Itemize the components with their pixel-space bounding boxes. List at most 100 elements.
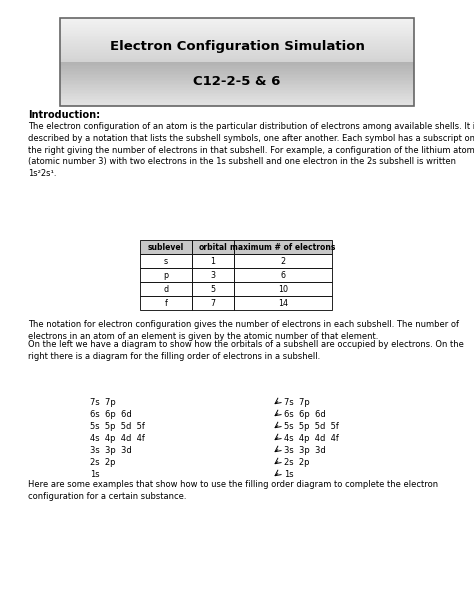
Text: 2: 2 <box>281 256 285 265</box>
Text: 6: 6 <box>281 270 285 280</box>
Bar <box>192 254 234 268</box>
Bar <box>60 25 414 27</box>
Bar <box>60 96 414 97</box>
Bar <box>60 20 414 21</box>
Bar <box>60 81 414 83</box>
Bar <box>60 49 414 50</box>
Bar <box>192 296 234 310</box>
Bar <box>60 59 414 61</box>
Bar <box>60 23 414 24</box>
Bar <box>60 94 414 96</box>
Bar <box>60 93 414 94</box>
Bar <box>60 97 414 99</box>
Bar <box>234 268 332 282</box>
Bar <box>140 240 192 254</box>
Text: The notation for electron configuration gives the number of electrons in each su: The notation for electron configuration … <box>28 320 459 341</box>
Bar <box>140 296 192 310</box>
Text: d: d <box>164 284 169 294</box>
Bar <box>60 62 414 64</box>
Text: 4s  4p  4d  4f: 4s 4p 4d 4f <box>90 434 145 443</box>
Text: 1s: 1s <box>90 470 100 479</box>
Text: s: s <box>164 256 168 265</box>
Bar <box>140 268 192 282</box>
Bar <box>60 55 414 56</box>
Bar <box>60 103 414 105</box>
Bar <box>60 74 414 75</box>
Bar <box>60 99 414 100</box>
Text: 1: 1 <box>210 256 216 265</box>
Bar <box>60 80 414 81</box>
Bar <box>60 18 414 106</box>
Text: maximum # of electrons: maximum # of electrons <box>230 243 336 251</box>
Bar <box>60 27 414 28</box>
Bar <box>60 43 414 44</box>
Text: 6s  6p  6d: 6s 6p 6d <box>90 410 132 419</box>
Bar <box>60 85 414 87</box>
Text: 7: 7 <box>210 299 216 308</box>
Bar <box>60 40 414 42</box>
Text: The electron configuration of an atom is the particular distribution of electron: The electron configuration of an atom is… <box>28 122 474 178</box>
Bar <box>234 282 332 296</box>
Text: 7s  7p: 7s 7p <box>90 398 116 407</box>
Bar <box>60 68 414 69</box>
Bar <box>60 66 414 68</box>
Text: f: f <box>164 299 167 308</box>
Bar <box>60 91 414 93</box>
Bar <box>60 53 414 55</box>
Bar <box>60 90 414 91</box>
Bar <box>60 18 414 20</box>
Bar <box>60 21 414 23</box>
Bar <box>60 42 414 43</box>
Text: 4s  4p  4d  4f: 4s 4p 4d 4f <box>284 434 339 443</box>
Bar <box>60 77 414 78</box>
Bar <box>60 78 414 80</box>
Bar <box>60 65 414 66</box>
Bar <box>60 64 414 65</box>
Bar <box>140 254 192 268</box>
Bar <box>60 32 414 34</box>
Bar <box>60 58 414 59</box>
Bar <box>60 28 414 30</box>
Text: 3s  3p  3d: 3s 3p 3d <box>90 446 132 455</box>
Text: 2s  2p: 2s 2p <box>90 458 116 467</box>
Bar <box>60 69 414 70</box>
Text: Electron Configuration Simulation: Electron Configuration Simulation <box>109 40 365 53</box>
Text: 5s  5p  5d  5f: 5s 5p 5d 5f <box>284 422 339 431</box>
Bar <box>234 296 332 310</box>
Bar <box>192 240 234 254</box>
Text: 14: 14 <box>278 299 288 308</box>
Bar <box>60 30 414 31</box>
Bar <box>60 84 414 85</box>
Bar <box>60 102 414 103</box>
Bar <box>60 75 414 77</box>
Bar <box>60 36 414 37</box>
Text: p: p <box>164 270 169 280</box>
Text: 1s: 1s <box>284 470 293 479</box>
Text: 5: 5 <box>210 284 216 294</box>
Text: 3: 3 <box>210 270 216 280</box>
Text: 7s  7p: 7s 7p <box>284 398 310 407</box>
Bar <box>60 56 414 58</box>
Bar <box>60 34 414 36</box>
Bar <box>60 44 414 46</box>
Bar <box>60 105 414 106</box>
Text: Introduction:: Introduction: <box>28 110 100 120</box>
Bar <box>60 24 414 25</box>
Bar <box>60 100 414 102</box>
Bar <box>60 61 414 62</box>
Bar <box>60 46 414 47</box>
Bar <box>60 70 414 72</box>
Bar <box>60 88 414 90</box>
Bar <box>234 240 332 254</box>
Bar <box>60 31 414 32</box>
Bar <box>60 83 414 84</box>
Bar <box>140 282 192 296</box>
Bar <box>60 87 414 88</box>
Text: orbital: orbital <box>199 243 228 251</box>
Text: 10: 10 <box>278 284 288 294</box>
Bar <box>60 37 414 39</box>
Bar <box>234 254 332 268</box>
Text: C12-2-5 & 6: C12-2-5 & 6 <box>193 75 281 88</box>
Bar <box>192 268 234 282</box>
Bar <box>60 72 414 74</box>
